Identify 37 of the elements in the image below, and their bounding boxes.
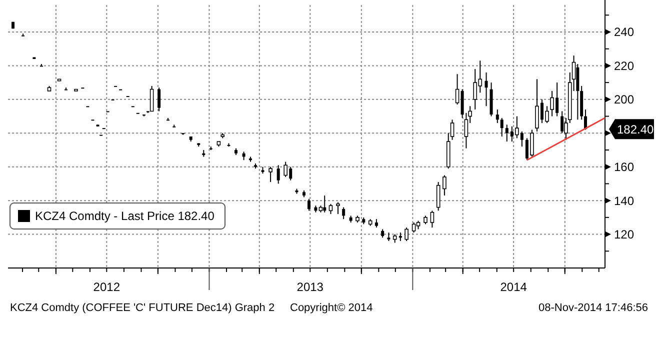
y-tick-label: 240 — [614, 25, 634, 40]
candlestick — [404, 227, 408, 242]
text: 08-Nov-2014 17:46:56 — [538, 302, 648, 314]
candlestick — [455, 74, 460, 105]
y-tick-label: 120 — [614, 227, 634, 242]
candlestick — [560, 110, 564, 134]
annotation: 182.40 — [617, 122, 654, 136]
candlestick — [64, 87, 68, 90]
candlestick — [22, 33, 25, 36]
candlestick — [496, 109, 499, 124]
candlestick — [436, 182, 440, 212]
candlestick — [158, 87, 161, 112]
candlestick — [268, 166, 272, 183]
candlestick — [150, 85, 154, 112]
candlestick — [430, 210, 434, 228]
candlestick — [308, 198, 311, 212]
candlestick — [412, 222, 416, 234]
candlestick — [336, 202, 340, 215]
candlestick — [323, 195, 326, 213]
candlestick — [442, 174, 446, 196]
x-tick-label: 2013 — [296, 280, 324, 294]
candlestick — [276, 164, 280, 184]
text: KCZ4 Comdty (COFFEE 'C' FUTURE Dec14) Graph 2 — [10, 302, 275, 314]
y-tick-label: 160 — [614, 160, 634, 174]
y-tick-label: 140 — [614, 194, 634, 208]
x-tick-label: 2014 — [500, 280, 528, 294]
candlestick — [505, 124, 508, 142]
text: Copyright© 2014 — [290, 302, 373, 314]
candlestick — [328, 203, 333, 215]
candlestick — [484, 72, 488, 107]
candlestick — [172, 124, 176, 128]
y-tick-label: 200 — [614, 92, 634, 107]
y-tick-label: 220 — [614, 58, 634, 73]
x-tick-label: 2012 — [93, 280, 120, 294]
candlestick — [500, 117, 504, 137]
legend-label: KCZ4 Comdty - Last Price 182.40 — [35, 209, 215, 224]
candlestick — [342, 206, 346, 220]
